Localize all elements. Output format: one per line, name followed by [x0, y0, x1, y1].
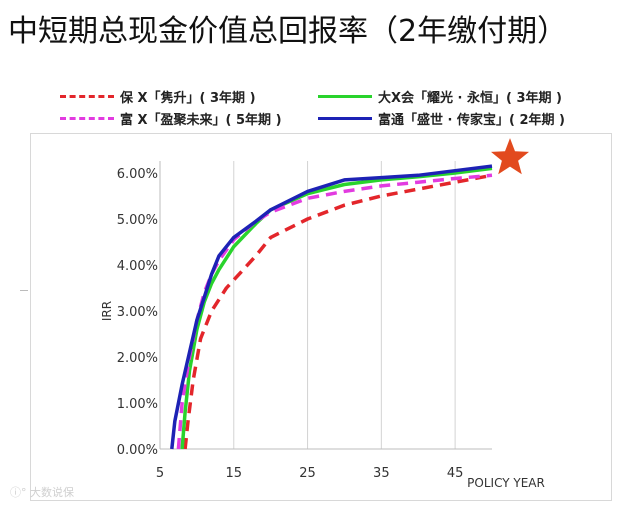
x-tick-label-2: 25	[299, 466, 316, 481]
x-axis-title: POLICY YEAR	[467, 476, 545, 490]
legend-label-1: 大X会「耀光 · 永恒」( 3年期 )	[378, 90, 562, 106]
legend-item-0: 保 X「隽升」( 3年期 )	[60, 86, 256, 106]
x-tick-label-0: 5	[156, 466, 164, 481]
star-marker	[491, 138, 529, 175]
series-line-2	[176, 173, 493, 450]
legend-swatch-1	[318, 94, 372, 98]
page-title: 中短期总现金价值总回报率（2年缴付期）	[8, 14, 568, 49]
frame-edge-mark	[20, 290, 28, 291]
watermark: ⓘ° 大数说保	[10, 486, 74, 499]
x-tick-label-1: 15	[226, 466, 243, 481]
y-tick-label-3: 3.00%	[117, 305, 158, 320]
series-line-3	[170, 164, 493, 450]
x-tick-label-3: 35	[373, 466, 390, 481]
y-tick-label-4: 4.00%	[117, 259, 158, 274]
x-tick-label-4: 45	[447, 466, 464, 481]
legend-item-3: 富通「盛世 · 传家宝」( 2年期 )	[318, 108, 565, 128]
legend-label-0: 保 X「隽升」( 3年期 )	[120, 90, 256, 106]
series-line-1	[180, 166, 493, 450]
legend-label-3: 富通「盛世 · 传家宝」( 2年期 )	[378, 112, 565, 128]
chart-legend: 保 X「隽升」( 3年期 ) 大X会「耀光 · 永恒」( 3年期 ) 富 X「盈…	[60, 86, 620, 130]
y-axis-title: IRR	[100, 301, 114, 321]
chart-frame	[30, 133, 612, 501]
y-tick-label-0: 0.00%	[117, 443, 158, 458]
legend-label-2: 富 X「盈聚未来」( 5年期 )	[120, 112, 282, 128]
y-tick-label-2: 2.00%	[117, 351, 158, 366]
legend-item-1: 大X会「耀光 · 永恒」( 3年期 )	[318, 86, 562, 106]
legend-swatch-3	[318, 116, 372, 120]
y-tick-label-6: 6.00%	[117, 167, 158, 182]
legend-swatch-0	[60, 94, 114, 98]
series-line-0	[183, 173, 493, 450]
legend-item-2: 富 X「盈聚未来」( 5年期 )	[60, 108, 282, 128]
legend-swatch-2	[60, 116, 114, 120]
y-tick-label-5: 5.00%	[117, 213, 158, 228]
y-tick-label-1: 1.00%	[117, 397, 158, 412]
